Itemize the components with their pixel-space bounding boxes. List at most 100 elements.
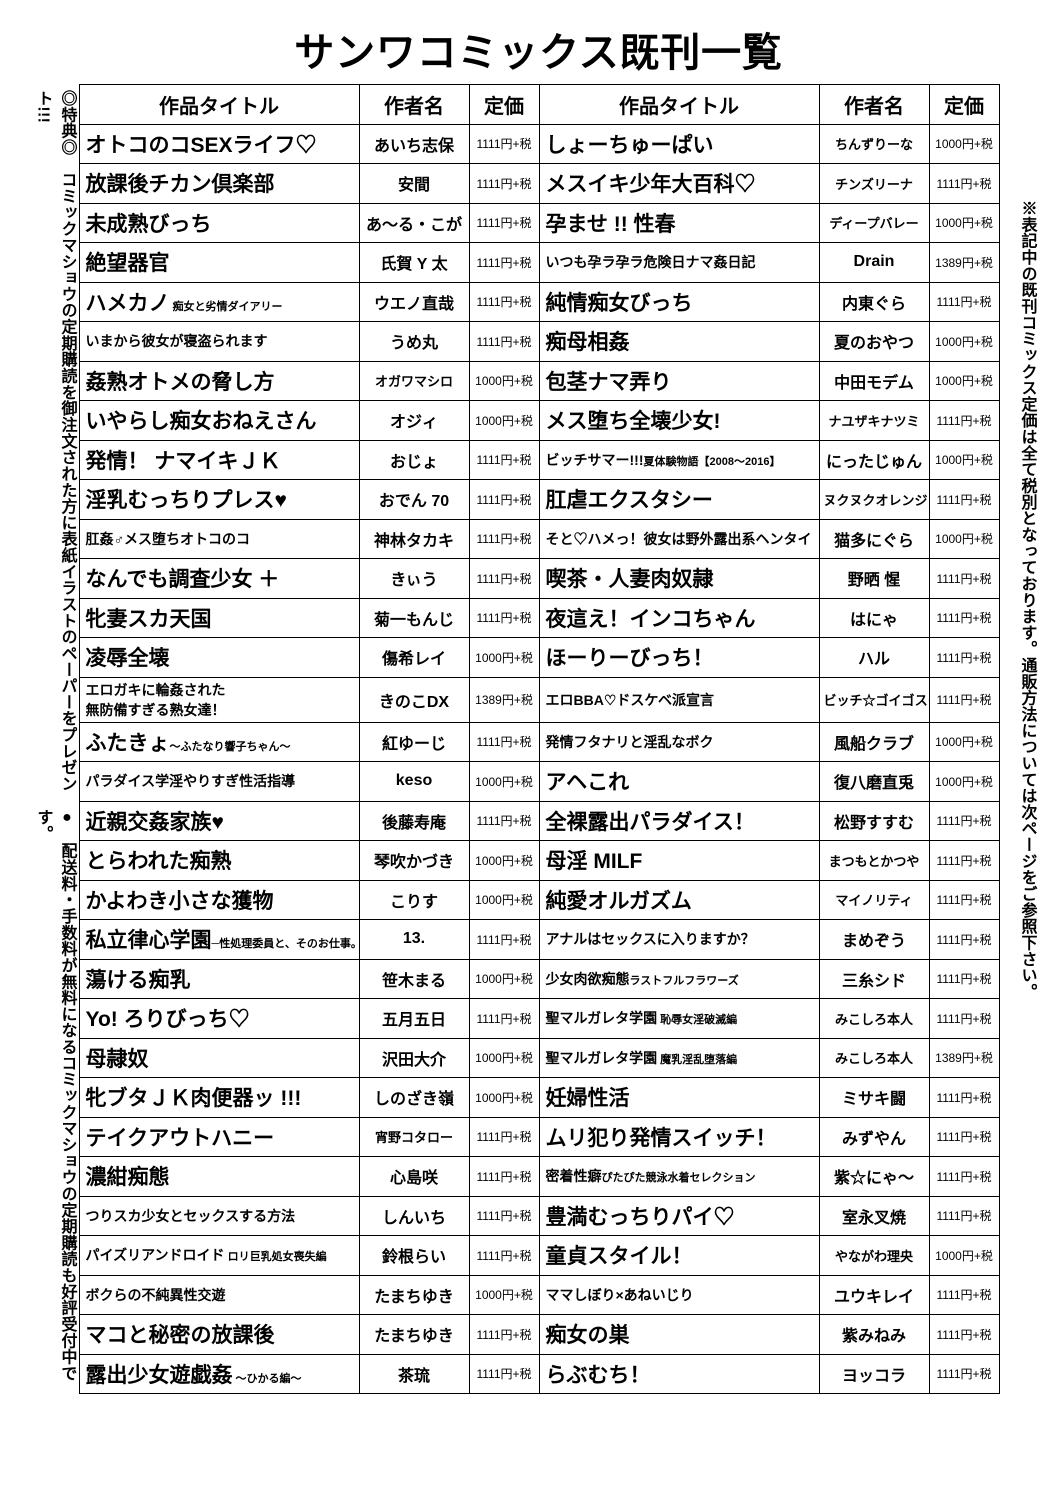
cell-title-left: パラダイス学淫やりすぎ性活指導	[79, 762, 359, 802]
cell-author-left: こりす	[359, 880, 469, 920]
cell-price-right: 1111円+税	[929, 1196, 999, 1236]
cell-title-left: 凌辱全壊	[79, 638, 359, 678]
cell-title-right: 童貞スタイル！	[539, 1236, 819, 1276]
cell-price-left: 1111円+税	[469, 440, 539, 480]
cell-author-left: 13.	[359, 920, 469, 960]
cell-author-right: チンズリーナ	[819, 164, 929, 204]
cell-title-left: 姦熟オトメの脅し方	[79, 361, 359, 401]
cell-title-left: Yo! ろりびっち♡	[79, 999, 359, 1039]
table-row: 牝妻スカ天国 菊一もんじ 1111円+税夜這え！インコちゃん はにゃ 1111円…	[79, 598, 999, 638]
cell-price-left: 1111円+税	[469, 801, 539, 841]
cell-price-right: 1111円+税	[929, 999, 999, 1039]
cell-price-left: 1111円+税	[469, 282, 539, 322]
table-row: 淫乳むっちりプレス♥ おでん 70 1111円+税肛虐エクスタシー ヌクヌクオレ…	[79, 480, 999, 520]
cell-title-left: いまから彼女が寝盗られます	[79, 322, 359, 362]
cell-title-right: 痴女の巣	[539, 1315, 819, 1355]
cell-title-left: とらわれた痴熟	[79, 841, 359, 881]
table-row: マコと秘密の放課後 たまちゆき 1111円+税痴女の巣 紫みねみ 1111円+税	[79, 1315, 999, 1355]
cell-price-right: 1111円+税	[929, 920, 999, 960]
cell-price-left: 1000円+税	[469, 762, 539, 802]
table-row: ハメカノ 痴女と劣情ダイアリー ウエノ直哉 1111円+税純情痴女びっち 内東ぐ…	[79, 282, 999, 322]
table-row: 絶望器官 氏賀 Y 太 1111円+税いつも孕ラ孕ラ危険日ナマ姦日記 Drain…	[79, 243, 999, 283]
cell-title-left: オトコのコSEXライフ♡	[79, 124, 359, 164]
cell-price-right: 1111円+税	[929, 801, 999, 841]
cell-price-right: 1111円+税	[929, 959, 999, 999]
cell-price-left: 1000円+税	[469, 401, 539, 441]
table-row: 蕩ける痴乳 笹木まる 1000円+税少女肉欲痴態ラストフルフラワーズ 三糸シド …	[79, 959, 999, 999]
table-row: 放課後チカン倶楽部 安間 1111円+税メスイキ少年大百科♡ チンズリーナ 11…	[79, 164, 999, 204]
cell-title-right: 発情フタナリと淫乱なボク	[539, 722, 819, 762]
cell-title-right: アヘこれ	[539, 762, 819, 802]
cell-author-right: にったじゅん	[819, 440, 929, 480]
cell-title-left: 近親交姦家族♥	[79, 801, 359, 841]
cell-price-right: 1111円+税	[929, 401, 999, 441]
cell-title-right: ムリ犯り発情スイッチ！	[539, 1117, 819, 1157]
cell-price-left: 1111円+税	[469, 1157, 539, 1197]
cell-price-right: 1111円+税	[929, 282, 999, 322]
cell-price-right: 1111円+税	[929, 1275, 999, 1315]
cell-price-left: 1000円+税	[469, 1078, 539, 1118]
cell-price-right: 1111円+税	[929, 559, 999, 599]
cell-author-right: 紫☆にゃ〜	[819, 1157, 929, 1197]
cell-title-right: 密着性癖ぴたぴた競泳水着セレクション	[539, 1157, 819, 1197]
cell-price-left: 1111円+税	[469, 124, 539, 164]
cell-author-right: 松野すすむ	[819, 801, 929, 841]
cell-author-left: 茶琉	[359, 1354, 469, 1394]
cell-author-left: ウエノ直哉	[359, 282, 469, 322]
cell-price-left: 1111円+税	[469, 1315, 539, 1355]
cell-title-right: 聖マルガレタ学園 恥辱女淫破滅編	[539, 999, 819, 1039]
cell-author-left: おじょ	[359, 440, 469, 480]
cell-title-right: 全裸露出パラダイス！	[539, 801, 819, 841]
cell-author-right: ディープバレー	[819, 203, 929, 243]
header-author-left: 作者名	[359, 85, 469, 125]
cell-price-left: 1111円+税	[469, 164, 539, 204]
table-header-row: 作品タイトル 作者名 定価 作品タイトル 作者名 定価	[79, 85, 999, 125]
table-row: 凌辱全壊 傷希レイ 1000円+税ほーりーびっち！ ハル 1111円+税	[79, 638, 999, 678]
cell-title-right: いつも孕ラ孕ラ危険日ナマ姦日記	[539, 243, 819, 283]
table-row: ボクらの不純異性交遊 たまちゆき 1000円+税ママしぼり×あねいじり ユウキレ…	[79, 1275, 999, 1315]
cell-price-right: 1111円+税	[929, 1354, 999, 1394]
cell-author-left: 笹木まる	[359, 959, 469, 999]
cell-author-right: やながわ理央	[819, 1236, 929, 1276]
cell-author-left: 氏賀 Y 太	[359, 243, 469, 283]
cell-title-left: ハメカノ 痴女と劣情ダイアリー	[79, 282, 359, 322]
cell-price-left: 1111円+税	[469, 322, 539, 362]
cell-price-right: 1111円+税	[929, 1315, 999, 1355]
cell-author-right: みこしろ本人	[819, 1038, 929, 1078]
cell-price-right: 1111円+税	[929, 880, 999, 920]
cell-price-right: 1000円+税	[929, 1236, 999, 1276]
cell-price-left: 1000円+税	[469, 638, 539, 678]
cell-title-left: 露出少女遊戯姦 〜ひかる編〜	[79, 1354, 359, 1394]
cell-title-right: 純愛オルガズム	[539, 880, 819, 920]
cell-price-left: 1000円+税	[469, 1275, 539, 1315]
cell-author-right: 復八磨直兎	[819, 762, 929, 802]
table-row: パラダイス学淫やりすぎ性活指導 keso 1000円+税アヘこれ 復八磨直兎 1…	[79, 762, 999, 802]
cell-price-left: 1111円+税	[469, 519, 539, 559]
cell-title-left: 私立律心学園─性処理委員と、そのお仕事。─	[79, 920, 359, 960]
cell-title-right: ほーりーびっち！	[539, 638, 819, 678]
cell-price-right: 1111円+税	[929, 1078, 999, 1118]
cell-title-left: 牝妻スカ天国	[79, 598, 359, 638]
cell-price-right: 1000円+税	[929, 440, 999, 480]
cell-title-left: 牝ブタＪＫ肉便器ッ !!!	[79, 1078, 359, 1118]
cell-title-left: 濃紺痴態	[79, 1157, 359, 1197]
cell-price-left: 1111円+税	[469, 1236, 539, 1276]
cell-title-left: マコと秘密の放課後	[79, 1315, 359, 1355]
cell-title-left: なんでも調査少女 ＋	[79, 559, 359, 599]
table-row: 肛姦♂メス堕ちオトコのコ 神林タカキ 1111円+税そと♡ハメっ！彼女は野外露出…	[79, 519, 999, 559]
cell-title-left: 母隷奴	[79, 1038, 359, 1078]
table-row: 近親交姦家族♥ 後藤寿庵 1111円+税全裸露出パラダイス！ 松野すすむ 111…	[79, 801, 999, 841]
table-row: 未成熟びっち あ〜る・こが 1111円+税孕ませ !! 性春 ディープバレー 1…	[79, 203, 999, 243]
cell-author-left: きのこDX	[359, 677, 469, 722]
cell-author-left: 五月五日	[359, 999, 469, 1039]
cell-price-right: 1000円+税	[929, 361, 999, 401]
cell-title-right: 孕ませ !! 性春	[539, 203, 819, 243]
cell-author-left: 紅ゆーじ	[359, 722, 469, 762]
cell-title-right: 夜這え！インコちゃん	[539, 598, 819, 638]
table-row: Yo! ろりびっち♡ 五月五日 1111円+税聖マルガレタ学園 恥辱女淫破滅編 …	[79, 999, 999, 1039]
table-row: エロガキに輪姦された無防備すぎる熟女達！ きのこDX 1389円+税エロBBA♡…	[79, 677, 999, 722]
cell-title-right: ママしぼり×あねいじり	[539, 1275, 819, 1315]
table-row: 母隷奴 沢田大介 1000円+税聖マルガレタ学園 魔乳淫乱堕落編 みこしろ本人 …	[79, 1038, 999, 1078]
center-content: サンワコミックス既刊一覧 作品タイトル 作者名 定価 作品タイトル 作者名 定価…	[79, 20, 999, 1394]
cell-author-right: みこしろ本人	[819, 999, 929, 1039]
